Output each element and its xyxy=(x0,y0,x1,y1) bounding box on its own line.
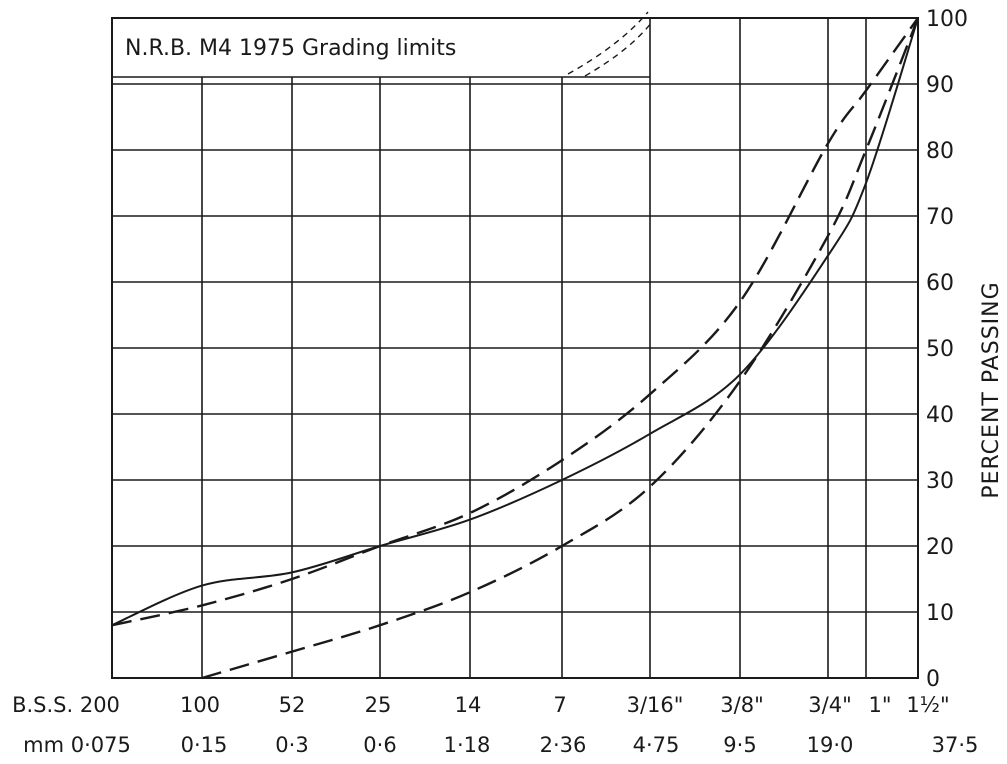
x-tick-label-mm: 9·5 xyxy=(723,733,756,757)
chart-title: N.R.B. M4 1975 Grading limits xyxy=(125,36,456,61)
x-tick-label-mm: 0·15 xyxy=(181,733,228,757)
x-tick-label-mm: 4·75 xyxy=(633,733,680,757)
y-axis-label: PERCENT PASSING xyxy=(979,281,1004,498)
x-tick-label-mm: 19·0 xyxy=(807,733,854,757)
x-tick-labels-bss: B.S.S. 200 100 52 25 14 7 3/16" 3/8" 3/4" 1" 1½" xyxy=(12,693,950,717)
x-tick-label-mm: 2·36 xyxy=(540,733,587,757)
x-tick-label-mm: mm 0·075 xyxy=(23,733,131,757)
x-tick-label-mm: 0·6 xyxy=(363,733,396,757)
y-tick-label: 30 xyxy=(926,469,954,494)
y-tick-label: 50 xyxy=(926,337,954,362)
series-line-2 xyxy=(111,17,919,627)
x-tick-labels-mm: mm 0·075 0·15 0·3 0·6 1·18 2·36 4·75 9·5 19·0 37·… xyxy=(23,733,978,757)
y-tick-label: 40 xyxy=(926,403,954,428)
title-box: N.R.B. M4 1975 Grading limits xyxy=(125,11,653,77)
y-tick-label: 100 xyxy=(926,7,968,32)
x-tick-label-bss: 3/4" xyxy=(808,693,851,717)
decorative-arc xyxy=(584,21,653,77)
x-tick-label-bss: 52 xyxy=(279,693,306,717)
y-tick-label: 80 xyxy=(926,139,954,164)
decorative-arc xyxy=(567,11,649,75)
series-layer xyxy=(111,17,920,680)
y-tick-label: 20 xyxy=(926,535,954,560)
x-tick-label-bss: 25 xyxy=(365,693,392,717)
x-tick-label-bss: 1½" xyxy=(906,693,949,717)
x-tick-label-mm: 0·3 xyxy=(275,733,308,757)
y-tick-label: 60 xyxy=(926,271,954,296)
series-line-3 xyxy=(201,17,920,680)
x-tick-label-bss: 14 xyxy=(455,693,482,717)
x-tick-label-bss: B.S.S. 200 xyxy=(12,693,120,717)
y-tick-label: 70 xyxy=(926,205,954,230)
x-tick-label-bss: 3/16" xyxy=(627,693,684,717)
y-tick-label: 10 xyxy=(926,601,954,626)
y-tick-labels: 0 10 20 30 40 50 60 70 80 90 100 xyxy=(926,7,968,692)
x-tick-label-bss: 1" xyxy=(868,693,891,717)
x-tick-label-bss: 7 xyxy=(553,693,566,717)
x-tick-label-mm: 1·18 xyxy=(444,733,491,757)
y-tick-label: 90 xyxy=(926,73,954,98)
x-tick-label-bss: 100 xyxy=(180,693,220,717)
x-tick-label-mm: 37·5 xyxy=(932,733,979,757)
series-line-1 xyxy=(111,17,919,627)
x-tick-label-bss: 3/8" xyxy=(720,693,763,717)
grid xyxy=(111,17,919,679)
y-tick-label: 0 xyxy=(926,667,940,692)
